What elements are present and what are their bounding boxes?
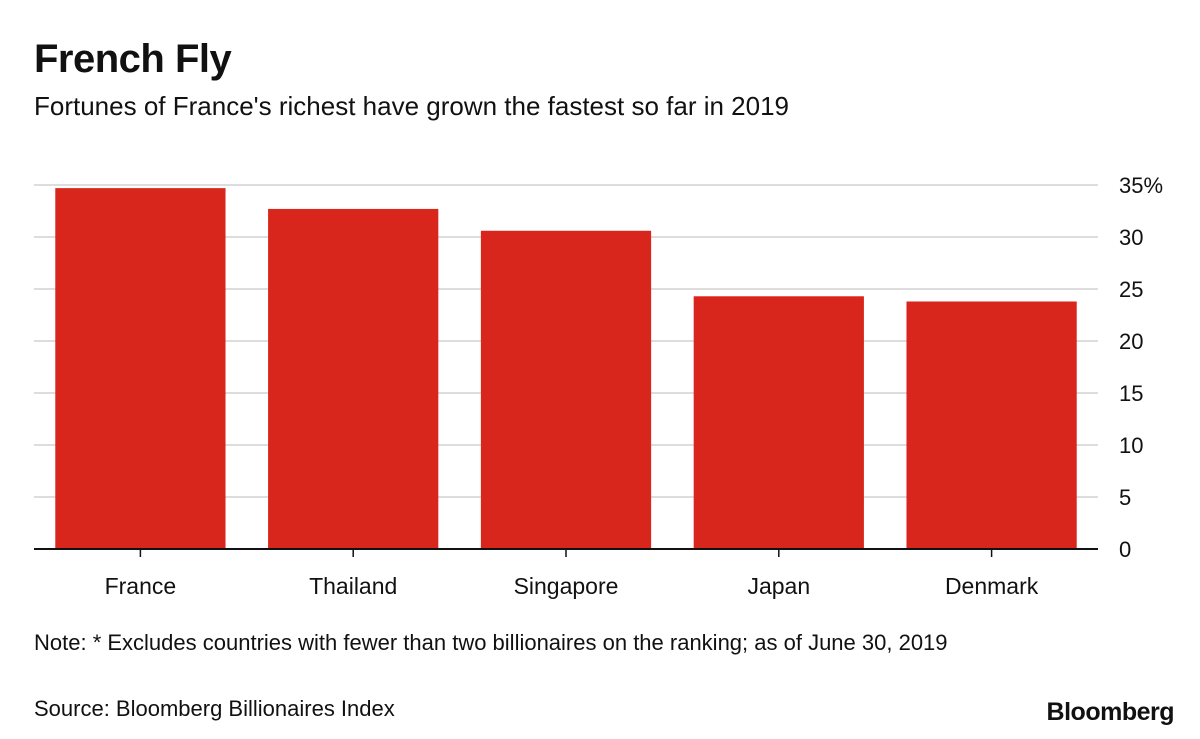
- bars: [55, 188, 1077, 550]
- bar: [55, 188, 226, 549]
- bloomberg-logo: Bloomberg: [1046, 698, 1175, 726]
- y-tick-label: 30: [1119, 225, 1143, 250]
- bar: [268, 208, 439, 550]
- x-tick-label: Denmark: [945, 573, 1039, 599]
- y-tick-label: 25: [1119, 277, 1143, 302]
- y-tick-label: 5: [1119, 485, 1131, 510]
- y-tick-labels: 0 5 10 15 20 25 30 35%: [1119, 173, 1163, 562]
- x-tick-label: Singapore: [514, 573, 619, 599]
- bar: [693, 296, 864, 549]
- chart-note: Note: * Excludes countries with fewer th…: [34, 630, 948, 655]
- chart-subtitle: Fortunes of France's richest have grown …: [34, 91, 790, 121]
- x-axis: [34, 548, 1098, 557]
- y-tick-label: 10: [1119, 433, 1143, 458]
- x-tick-label: Thailand: [309, 573, 397, 599]
- chart-source: Source: Bloomberg Billionaires Index: [34, 696, 395, 721]
- bar: [906, 301, 1077, 549]
- y-tick-label: 20: [1119, 329, 1143, 354]
- x-tick-label: France: [105, 573, 177, 599]
- y-tick-label: 15: [1119, 381, 1143, 406]
- chart-title: French Fly: [34, 37, 232, 81]
- x-tick-labels: France Thailand Singapore Japan Denmark: [105, 573, 1039, 599]
- x-tick-label: Japan: [747, 573, 810, 599]
- y-tick-label: 35%: [1119, 173, 1163, 198]
- bar-chart: 0 5 10 15 20 25 30 35% France Thailand Singapore J…: [34, 173, 1163, 599]
- bar: [480, 230, 652, 549]
- y-tick-label: 0: [1119, 537, 1131, 562]
